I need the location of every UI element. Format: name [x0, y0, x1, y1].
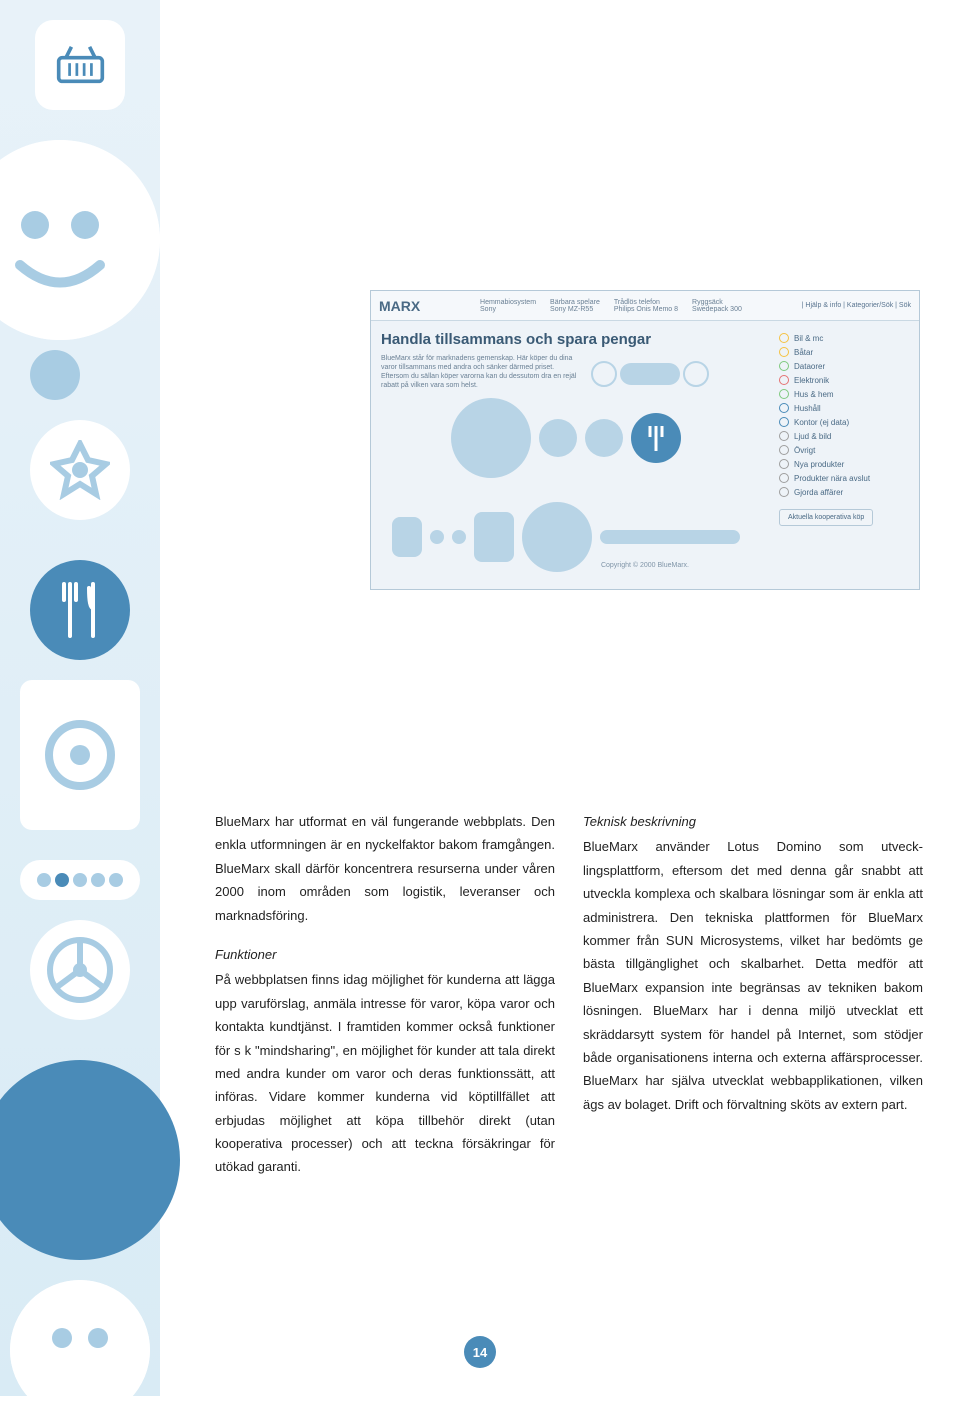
ss-header: MARX HemmabiosystemSony Bärbara spelareS… [371, 291, 919, 321]
category-item: Produkter nära avslut [779, 471, 909, 485]
ss-topnav: HemmabiosystemSony Bärbara spelareSony M… [480, 299, 742, 313]
decorative-sidebar [0, 0, 160, 1396]
category-item: Bil & mc [779, 331, 909, 345]
nav-item: Ryggsäck [692, 299, 742, 306]
ss-footer: Copyright © 2000 BlueMarx. [371, 558, 919, 573]
nav-sub: Philips Onis Memo 8 [614, 306, 678, 313]
bolt-icon [30, 420, 130, 520]
bottom-face-icon [10, 1280, 150, 1420]
nav-item: Bärbara spelare [550, 299, 600, 306]
category-item: Övrigt [779, 443, 909, 457]
category-label: Produkter nära avslut [794, 474, 870, 483]
ss-desc: BlueMarx står för marknadens gemenskap. … [381, 354, 581, 390]
website-screenshot: MARX HemmabiosystemSony Bärbara spelareS… [370, 290, 920, 590]
category-dot-icon [779, 333, 789, 343]
big-circle-icon [0, 1060, 180, 1260]
category-dot-icon [779, 487, 789, 497]
category-label: Båtar [794, 348, 813, 357]
dot-icon [30, 350, 80, 400]
nav-item: Trådlös telefon [614, 299, 678, 306]
page-number: 14 [464, 1336, 496, 1368]
category-dot-icon [779, 389, 789, 399]
category-label: Ljud & bild [794, 432, 831, 441]
nav-item: Hemmabiosystem [480, 299, 536, 306]
category-item: Dataorer [779, 359, 909, 373]
category-dot-icon [779, 347, 789, 357]
basket-icon [35, 20, 125, 110]
remote-icon [20, 860, 140, 900]
category-item: Hushåll [779, 401, 909, 415]
ss-heading: Handla tillsammans och spara pengar [381, 331, 769, 348]
ss-toplinks: | Hjälp & info | Kategorier/Sök | Sök [802, 302, 911, 309]
page-number-text: 14 [473, 1345, 487, 1360]
body-text: BlueMarx har utformat en väl fungerande … [215, 810, 923, 1179]
para: BlueMarx har utformat en väl fungerande … [215, 810, 555, 927]
category-label: Övrigt [794, 446, 815, 455]
category-label: Bil & mc [794, 334, 823, 343]
wheel-icon [30, 920, 130, 1020]
fork-knife-icon [30, 560, 130, 660]
category-dot-icon [779, 403, 789, 413]
category-dot-icon [779, 431, 789, 441]
category-label: Nya produkter [794, 460, 844, 469]
category-dot-icon [779, 473, 789, 483]
washer-icon [20, 680, 140, 830]
category-dot-icon [779, 445, 789, 455]
category-label: Dataorer [794, 362, 825, 371]
para: På webbplatsen finns idag möjlighet för … [215, 968, 555, 1179]
category-label: Hus & hem [794, 390, 834, 399]
category-item: Hus & hem [779, 387, 909, 401]
ss-graphics [381, 398, 751, 548]
category-label: Kontor (ej data) [794, 418, 849, 427]
category-dot-icon [779, 417, 789, 427]
category-item: Elektronik [779, 373, 909, 387]
category-label: Elektronik [794, 376, 829, 385]
nav-sub: Sony MZ-R55 [550, 306, 600, 313]
subheading: Teknisk beskrivning [583, 810, 923, 833]
category-item: Båtar [779, 345, 909, 359]
nav-sub: Swedepack 300 [692, 306, 742, 313]
category-item: Nya produkter [779, 457, 909, 471]
category-item: Gjorda affärer [779, 485, 909, 499]
nav-sub: Sony [480, 306, 536, 313]
category-label: Hushåll [794, 404, 821, 413]
ss-category-list: Bil & mc Båtar Dataorer Elektronik Hus & hem… [779, 331, 909, 548]
face-icon [0, 140, 160, 340]
subheading: Funktioner [215, 943, 555, 966]
ss-logo: MARX [379, 298, 420, 314]
column-left: BlueMarx har utformat en väl fungerande … [215, 810, 555, 1179]
category-dot-icon [779, 361, 789, 371]
category-label: Gjorda affärer [794, 488, 843, 497]
category-item: Kontor (ej data) [779, 415, 909, 429]
column-right: Teknisk beskrivning BlueMarx använder Lo… [583, 810, 923, 1179]
ss-main: Handla tillsammans och spara pengar Blue… [381, 331, 769, 548]
ss-button: Aktuella kooperativa köp [779, 509, 873, 526]
category-dot-icon [779, 375, 789, 385]
category-dot-icon [779, 459, 789, 469]
category-item: Ljud & bild [779, 429, 909, 443]
para: BlueMarx använder Lotus Domino som utvec… [583, 835, 923, 1116]
